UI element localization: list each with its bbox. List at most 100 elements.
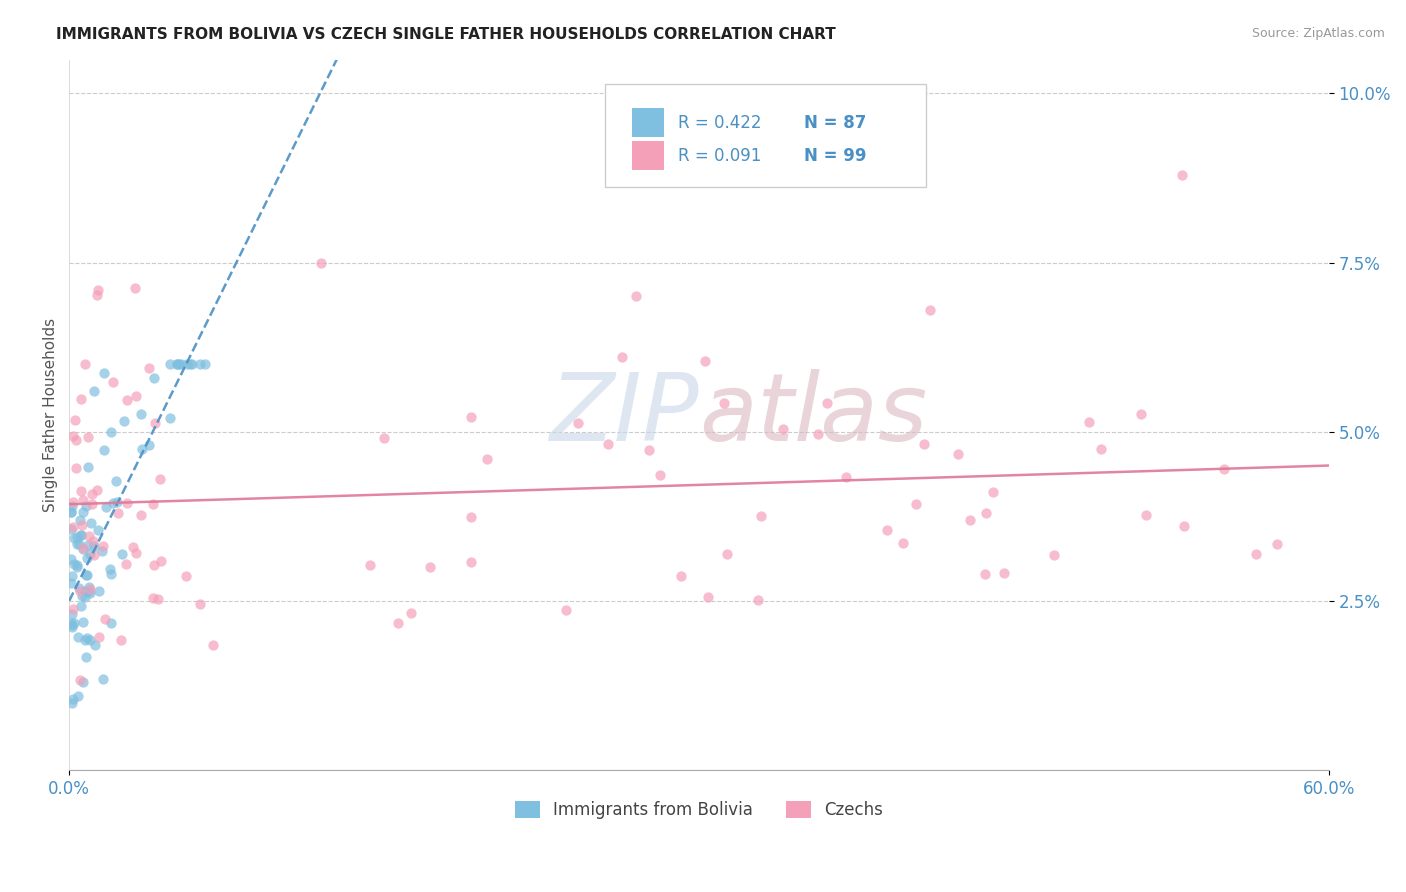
Point (83, 548, 105, 562)
Point (79, 585, 101, 599)
Point (176, 357, 198, 371)
Point (131, 442, 153, 457)
Point (75, 499, 97, 513)
Point (166, 357, 188, 371)
Point (100, 616, 122, 631)
Point (62, 615, 84, 630)
Point (60, 615, 83, 630)
Point (76, 550, 98, 565)
Point (876, 523, 898, 537)
Text: IMMIGRANTS FROM BOLIVIA VS CZECH SINGLE FATHER HOUSEHOLDS CORRELATION CHART: IMMIGRANTS FROM BOLIVIA VS CZECH SINGLE … (56, 27, 837, 42)
Point (63, 413, 86, 427)
Point (1135, 508, 1157, 522)
Point (104, 475, 127, 489)
Point (815, 395, 838, 409)
Point (107, 506, 129, 520)
Point (63, 531, 86, 545)
Legend: Immigrants from Bolivia, Czechs: Immigrants from Bolivia, Czechs (508, 794, 890, 826)
Point (159, 357, 181, 371)
Point (981, 484, 1004, 499)
Point (648, 467, 671, 482)
Point (72, 517, 94, 532)
Point (91, 672, 114, 686)
Point (70, 599, 93, 613)
Point (891, 535, 914, 549)
Point (166, 357, 188, 371)
Point (124, 281, 146, 295)
Point (69, 483, 91, 498)
Point (72, 541, 94, 555)
Point (79, 547, 101, 561)
Point (110, 632, 132, 647)
Point (73, 632, 96, 647)
Point (60, 522, 83, 536)
Point (60, 618, 83, 632)
Point (100, 566, 122, 581)
Point (75, 568, 97, 582)
Point (89, 630, 111, 644)
Point (114, 557, 136, 571)
Y-axis label: Single Father Households: Single Father Households (44, 318, 58, 512)
Point (105, 495, 128, 509)
Point (101, 496, 124, 510)
Point (190, 357, 212, 371)
Point (1043, 548, 1066, 562)
Text: R = 0.091: R = 0.091 (678, 146, 761, 164)
Point (1077, 416, 1099, 430)
Point (77, 580, 100, 594)
Point (401, 607, 423, 621)
Point (77, 583, 100, 598)
Point (62, 495, 84, 509)
Point (76, 538, 98, 552)
Point (697, 591, 720, 605)
Point (460, 509, 482, 524)
Point (72, 505, 94, 519)
Point (159, 411, 181, 425)
Point (76, 632, 98, 646)
Point (60, 505, 83, 519)
Point (93, 366, 115, 380)
Point (112, 414, 135, 428)
Point (142, 558, 165, 572)
Point (60, 696, 83, 710)
Point (91, 544, 114, 558)
Point (176, 568, 198, 582)
Point (77, 430, 100, 444)
Point (359, 558, 381, 572)
Point (373, 432, 395, 446)
Point (912, 437, 935, 451)
Point (807, 427, 830, 442)
Point (131, 508, 153, 522)
FancyBboxPatch shape (605, 85, 925, 187)
Point (86, 523, 108, 537)
Text: ZIP: ZIP (550, 369, 699, 460)
Point (904, 497, 927, 511)
Point (946, 447, 969, 461)
Point (77, 529, 100, 543)
Point (72, 615, 94, 629)
Point (65, 537, 87, 551)
Point (772, 422, 794, 436)
Point (79, 632, 101, 647)
Point (67, 537, 90, 551)
Point (150, 554, 173, 568)
Point (129, 407, 152, 421)
Point (1090, 442, 1112, 456)
Point (94, 500, 117, 515)
Point (83, 384, 105, 398)
Point (142, 591, 165, 605)
Text: R = 0.422: R = 0.422 (678, 113, 761, 132)
Point (115, 495, 138, 509)
Point (115, 392, 138, 407)
Point (1267, 536, 1289, 550)
Point (202, 638, 225, 652)
Point (69, 528, 91, 542)
Point (749, 509, 772, 524)
Point (60, 552, 83, 566)
Point (70, 590, 93, 604)
Point (309, 255, 332, 269)
Point (460, 409, 482, 424)
Point (125, 389, 148, 403)
Point (84, 638, 107, 652)
Point (419, 560, 441, 574)
